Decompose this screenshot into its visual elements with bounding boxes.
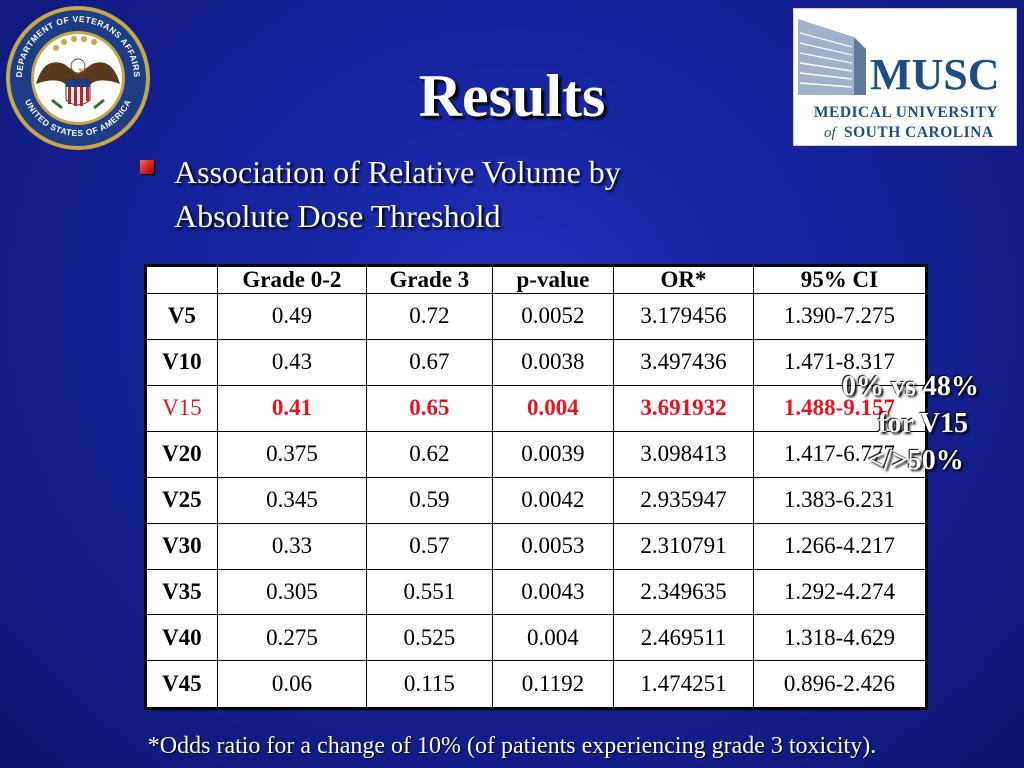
header-cell: Grade 3 [366,265,493,294]
table-cell: 0.0039 [491,430,615,478]
table-row: V20 0.375 0.62 0.0039 3.098413 1.417-6.7… [145,430,928,478]
table-cell: 0.896-2.426 [752,660,928,709]
musc-line1: MEDICAL UNIVERSITY [814,104,998,121]
musc-logo: MUSC MEDICAL UNIVERSITY of SOUTH CAROLIN… [793,8,1017,146]
annotation-line3: </>50% [868,445,964,476]
bullet-text-line2: Absolute Dose Threshold [174,198,501,234]
header-cell: Grade 0-2 [216,265,368,294]
table-cell: 1.488-9.157 [752,384,928,432]
table-cell: 1.318-4.629 [752,614,928,662]
table-cell: 0.33 [216,522,368,570]
table-cell: 2.469511 [613,614,754,662]
row-label: V45 [145,660,218,709]
table-cell: 2.349635 [613,568,754,616]
table-row: V30 0.33 0.57 0.0053 2.310791 1.266-4.21… [145,522,928,570]
table-cell: 2.310791 [613,522,754,570]
table-cell: 0.62 [366,430,493,478]
table-cell: 3.497436 [613,338,754,386]
annotation-line2: for V15 [878,408,968,439]
table-cell: 2.935947 [613,476,754,524]
bullet-text-line1: Association of Relative Volume by [174,154,621,190]
musc-line2: SOUTH CAROLINA [844,124,994,141]
row-label: V20 [145,430,218,478]
table-cell: 1.417-6.777 [752,430,928,478]
slide-title: Results [418,63,606,129]
table-row: V25 0.345 0.59 0.0042 2.935947 1.383-6.2… [145,476,928,524]
row-label: V25 [145,476,218,524]
table-cell: 0.41 [216,384,368,432]
table-cell: 0.49 [216,293,368,340]
table-cell: 0.275 [216,614,368,662]
table-cell: 0.305 [216,568,368,616]
table-cell: 0.551 [366,568,493,616]
table-cell: 3.179456 [613,293,754,340]
table-row-highlighted: V15 0.41 0.65 0.004 3.691932 1.488-9.157 [145,384,928,432]
table-cell: 1.292-4.274 [752,568,928,616]
v15-annotation: 0% vs 48% for V15 </>50% [838,368,1018,479]
table-cell: 0.72 [366,293,493,340]
footnote: *Odds ratio for a change of 10% (of pati… [147,733,877,759]
table-cell: 0.57 [366,522,493,570]
musc-line2-of: of [824,125,838,141]
table-cell: 1.383-6.231 [752,476,928,524]
table-header-row: Grade 0-2 Grade 3 p-value OR* 95% CI [145,265,928,294]
table-row: V40 0.275 0.525 0.004 2.469511 1.318-4.6… [145,614,928,662]
table-cell: 0.67 [366,338,493,386]
table-cell: 1.266-4.217 [752,522,928,570]
header-cell [145,265,218,294]
musc-wordmark: MUSC [870,50,1000,99]
table-row: V35 0.305 0.551 0.0043 2.349635 1.292-4.… [145,568,928,616]
table-cell: 0.525 [366,614,493,662]
table-row: V10 0.43 0.67 0.0038 3.497436 1.471-8.31… [145,338,928,386]
bullet-text: Association of Relative Volume by Absolu… [174,150,621,238]
row-label: V15 [145,384,218,432]
table-cell: 0.1192 [491,660,615,709]
table-cell: 3.098413 [613,430,754,478]
annotation-line1: 0% vs 48% [842,371,979,402]
header-cell: 95% CI [752,265,928,294]
table-cell: 0.0052 [491,293,615,340]
building-icon [798,19,866,95]
table-cell: 0.004 [491,614,615,662]
table-row: V5 0.49 0.72 0.0052 3.179456 1.390-7.275 [145,293,928,340]
row-label: V10 [145,338,218,386]
table-cell: 1.474251 [613,660,754,709]
row-label: V5 [145,293,218,340]
table-cell: 1.390-7.275 [752,293,928,340]
square-bullet-icon [140,160,154,174]
table-row: V45 0.06 0.115 0.1192 1.474251 0.896-2.4… [145,660,928,709]
table-cell: 0.59 [366,476,493,524]
table-cell: 0.375 [216,430,368,478]
table-cell: 1.471-8.317 [752,338,928,386]
table-cell: 0.004 [491,384,615,432]
header-cell: p-value [491,265,615,294]
table-cell: 0.43 [216,338,368,386]
table-cell: 0.65 [366,384,493,432]
table-cell: 0.115 [366,660,493,709]
table-cell: 0.0038 [491,338,615,386]
row-label: V40 [145,614,218,662]
row-label: V35 [145,568,218,616]
table-cell: 0.0043 [491,568,615,616]
table-cell: 3.691932 [613,384,754,432]
eagle-seal-icon [36,36,120,110]
table-cell: 0.06 [216,660,368,709]
results-table: Grade 0-2 Grade 3 p-value OR* 95% CI V5 … [144,264,928,710]
va-seal-logo: DEPARTMENT OF VETERANS AFFAIRS UNITED ST… [6,6,150,150]
row-label: V30 [145,522,218,570]
header-cell: OR* [613,265,754,294]
table-cell: 0.0042 [491,476,615,524]
table-cell: 0.345 [216,476,368,524]
table-cell: 0.0053 [491,522,615,570]
